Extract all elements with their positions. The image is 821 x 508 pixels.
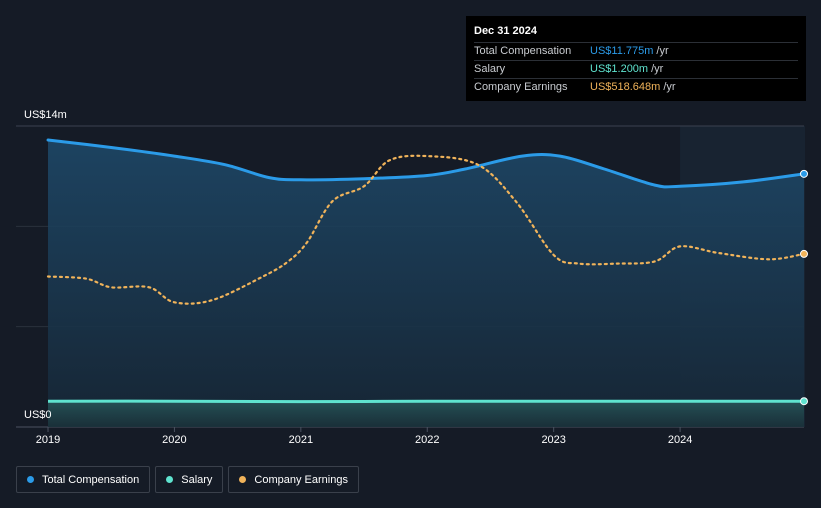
y-axis-max-label: US$14m xyxy=(24,109,67,121)
chart-legend: Total Compensation Salary Company Earnin… xyxy=(16,466,364,493)
x-tick-label: 2023 xyxy=(541,434,565,446)
company-earnings-line[interactable] xyxy=(46,154,806,305)
tooltip: Dec 31 2024 Total Compensation US$11.775… xyxy=(466,16,806,101)
x-tick-label: 2024 xyxy=(668,434,692,446)
tooltip-row-company-earnings: Company Earnings US$518.648m /yr xyxy=(474,78,798,96)
legend-dot-icon xyxy=(239,476,247,483)
tooltip-row-total-compensation: Total Compensation US$11.775m /yr xyxy=(474,42,798,60)
legend-item-company-earnings[interactable]: Company Earnings xyxy=(228,466,359,493)
legend-label: Total Compensation xyxy=(42,473,140,486)
tooltip-value: US$518.648m xyxy=(590,81,661,93)
x-axis-ticks: 2019 2020 2021 2022 2023 2024 xyxy=(36,427,692,446)
x-tick-label: 2022 xyxy=(415,434,439,446)
legend-dot-icon xyxy=(27,476,34,483)
legend-label: Salary xyxy=(181,473,213,486)
legend-item-salary[interactable]: Salary xyxy=(155,466,224,493)
tooltip-label: Total Compensation xyxy=(474,45,572,57)
x-tick-label: 2020 xyxy=(162,434,186,446)
tooltip-value: US$11.775m xyxy=(590,45,654,57)
y-axis-min-label: US$0 xyxy=(24,409,52,421)
tooltip-value: US$1.200m xyxy=(590,63,649,75)
legend-item-total-compensation[interactable]: Total Compensation xyxy=(16,466,151,493)
tooltip-date: Dec 31 2024 xyxy=(474,25,537,37)
total-compensation-end-marker[interactable] xyxy=(800,169,808,178)
total-compensation-line[interactable] xyxy=(46,138,806,189)
tooltip-label: Salary xyxy=(474,63,506,75)
tooltip-row-salary: Salary US$1.200m /yr xyxy=(474,60,798,78)
legend-dot-icon xyxy=(166,476,174,483)
company-earnings-end-marker[interactable] xyxy=(800,249,808,258)
tooltip-label: Company Earnings xyxy=(474,81,568,93)
legend-label: Company Earnings xyxy=(254,473,348,486)
x-tick-label: 2021 xyxy=(289,434,313,446)
tooltip-unit: /yr xyxy=(663,81,676,93)
tooltip-unit: /yr xyxy=(651,63,664,75)
salary-end-marker[interactable] xyxy=(800,397,808,406)
tooltip-unit: /yr xyxy=(656,45,669,57)
x-tick-label: 2019 xyxy=(36,434,60,446)
salary-area xyxy=(48,401,804,427)
total-compensation-area xyxy=(48,140,804,427)
